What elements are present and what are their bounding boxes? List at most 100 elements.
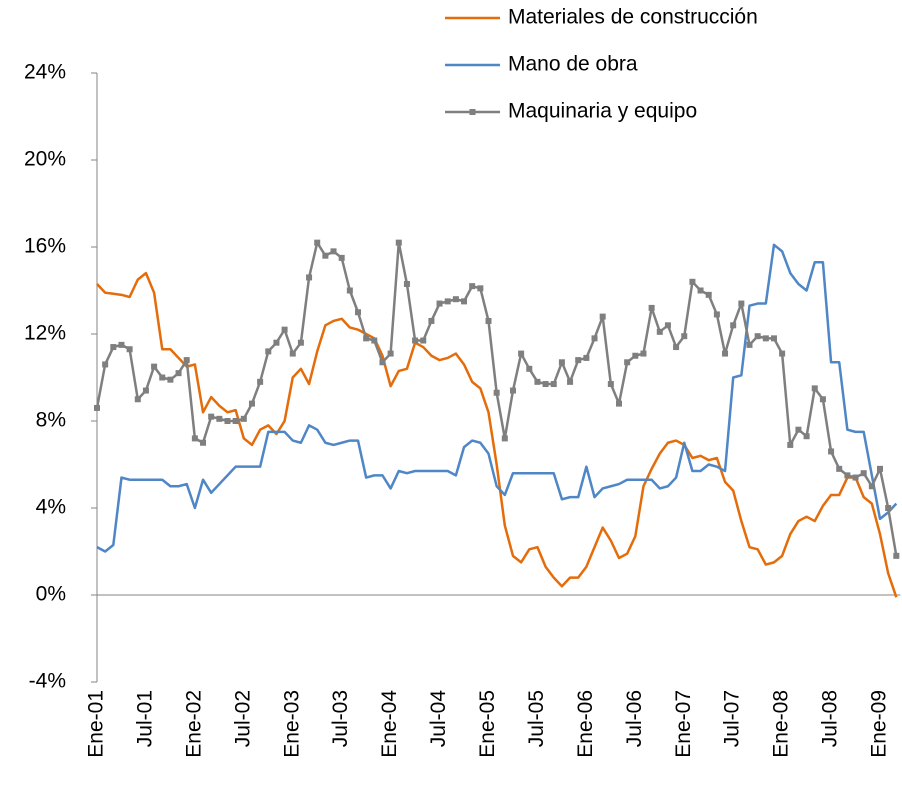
x-tick-label: Jul-05 [525,690,548,747]
series-marker [257,378,264,385]
y-tick-label: -4% [29,670,66,693]
series-marker [224,418,231,424]
series-marker [501,435,508,442]
series-marker [534,378,541,385]
series-marker [142,387,149,394]
series-marker [248,400,255,407]
series-marker [216,415,223,422]
series-marker [314,239,321,246]
legend-label: Materiales de construcción [508,6,758,29]
series-marker [713,311,720,318]
series-marker [306,274,313,281]
series-marker [616,400,622,407]
series-marker [297,339,304,346]
legend-label: Maquinaria y equipo [508,100,697,123]
series-marker [379,359,386,366]
series-line [96,271,898,598]
series-marker [591,335,598,342]
series-marker [689,278,696,285]
series-marker [322,252,329,259]
series-marker [583,354,590,361]
series-marker [183,357,190,364]
series-marker [338,254,345,261]
series-marker [191,435,198,442]
x-tick-label: Ene-06 [574,690,597,758]
series-marker [868,483,875,490]
series-marker [558,359,565,366]
x-tick-label: Ene-05 [476,690,499,758]
series-marker [355,309,361,316]
series-marker [102,361,109,368]
series-marker [403,280,410,287]
series-marker [395,239,402,246]
series-marker [754,333,761,340]
series-marker [371,337,378,344]
series-marker [232,418,239,424]
series-marker [509,387,516,394]
series-marker [526,365,533,372]
series-marker [697,287,704,294]
series-marker [550,381,557,388]
series-marker [134,396,141,403]
series-marker [762,335,769,342]
y-tick-label: 0% [36,583,66,606]
series-marker [175,370,182,377]
series-line [96,243,898,553]
x-tick-label: Jul-04 [427,690,450,748]
series-marker [746,341,753,348]
legend-marker [469,109,476,115]
x-tick-label: Ene-04 [378,690,401,758]
series-marker [836,465,843,472]
x-tick-label: Ene-08 [770,690,793,758]
x-tick-label: Ene-07 [672,690,695,758]
series-marker [705,291,712,298]
series-marker [200,439,207,446]
series-marker [281,326,288,333]
series-marker [412,337,419,344]
series-marker [656,328,663,335]
series-marker [819,396,826,403]
series-marker [346,287,353,294]
series-marker [477,285,484,292]
x-tick-label: Ene-09 [868,690,891,758]
series-marker [265,348,272,355]
series-marker [770,335,777,342]
series-marker [795,426,802,433]
series-marker [787,441,794,448]
x-tick-label: Jul-06 [623,690,646,747]
series-marker [779,350,786,357]
series-marker [289,350,296,357]
series-line [95,241,898,557]
y-tick-label: 24% [24,61,66,84]
series-marker [730,322,737,329]
legend-label: Mano de obra [508,53,638,76]
series-marker [436,300,443,307]
series-marker [151,363,158,370]
series-marker [518,350,525,357]
series-marker [428,317,435,324]
y-tick-label: 16% [24,235,66,258]
series-marker [159,374,166,381]
series-marker [485,317,492,324]
series-marker [648,304,655,311]
series-marker [118,341,125,348]
series-marker [811,385,818,392]
series-marker [575,357,582,364]
series-marker [567,378,574,385]
y-tick-label: 12% [24,322,66,345]
series-marker [860,470,867,477]
x-tick-label: Jul-02 [231,690,254,747]
series-marker [624,359,631,366]
x-tick-label: Ene-02 [182,690,205,758]
x-tick-label: Jul-03 [329,690,352,747]
series-marker [240,415,247,422]
x-tick-label: Jul-01 [133,690,156,747]
x-tick-label: Jul-07 [721,690,744,747]
series-marker [94,404,100,411]
series-marker [452,296,459,303]
series-marker [681,333,688,340]
series-marker [167,376,174,383]
series-marker [420,337,427,344]
series-marker [828,448,835,455]
series-marker [673,344,680,351]
